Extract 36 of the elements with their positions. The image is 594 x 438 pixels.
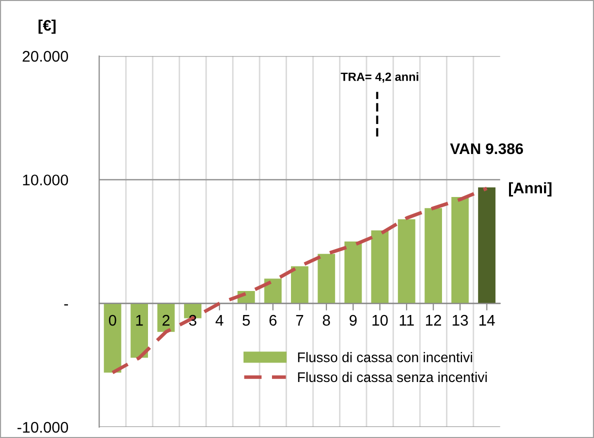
- bar: [478, 187, 496, 304]
- y-tick-label: -10.000: [18, 422, 68, 433]
- legend-label: Flusso di cassa senza incentivi: [298, 372, 487, 382]
- bar: [157, 303, 175, 332]
- x-tick-label: 13: [452, 314, 468, 326]
- annotation: VAN 9.386: [450, 143, 524, 154]
- x-tick-label: 11: [400, 315, 414, 326]
- bar: [290, 266, 308, 304]
- x-tick-label: 6: [269, 314, 277, 326]
- bar: [130, 303, 148, 358]
- x-tick-label: 2: [162, 314, 170, 326]
- y-tick-label: 10.000: [23, 174, 68, 186]
- bar: [424, 208, 442, 304]
- x-tick-label: 8: [322, 314, 330, 326]
- x-tick-label: 10: [372, 314, 388, 326]
- y-axis-title: [€]: [38, 20, 56, 34]
- bar: [264, 278, 282, 304]
- x-tick-label: 12: [426, 314, 442, 326]
- x-tick-label: 4: [216, 315, 224, 326]
- x-tick-label: 9: [350, 314, 357, 326]
- annotation: TRA= 4,2 anni: [340, 72, 418, 83]
- x-tick-label: 7: [296, 315, 304, 326]
- y-tick-label: -: [64, 304, 68, 306]
- bar: [318, 254, 336, 304]
- bar: [104, 303, 122, 373]
- x-axis-title: [Anni]: [509, 182, 552, 196]
- bar: [344, 242, 362, 304]
- bar: [398, 219, 416, 304]
- x-tick-label: 14: [479, 315, 495, 326]
- x-tick-label: 5: [242, 315, 250, 326]
- x-tick-label: 1: [136, 315, 143, 326]
- x-tick-label: 0: [108, 314, 116, 326]
- y-tick-label: 20.000: [22, 50, 68, 62]
- bar: [451, 197, 469, 304]
- bar: [371, 230, 389, 304]
- legend-label: Flusso di cassa con incentivi: [298, 352, 472, 362]
